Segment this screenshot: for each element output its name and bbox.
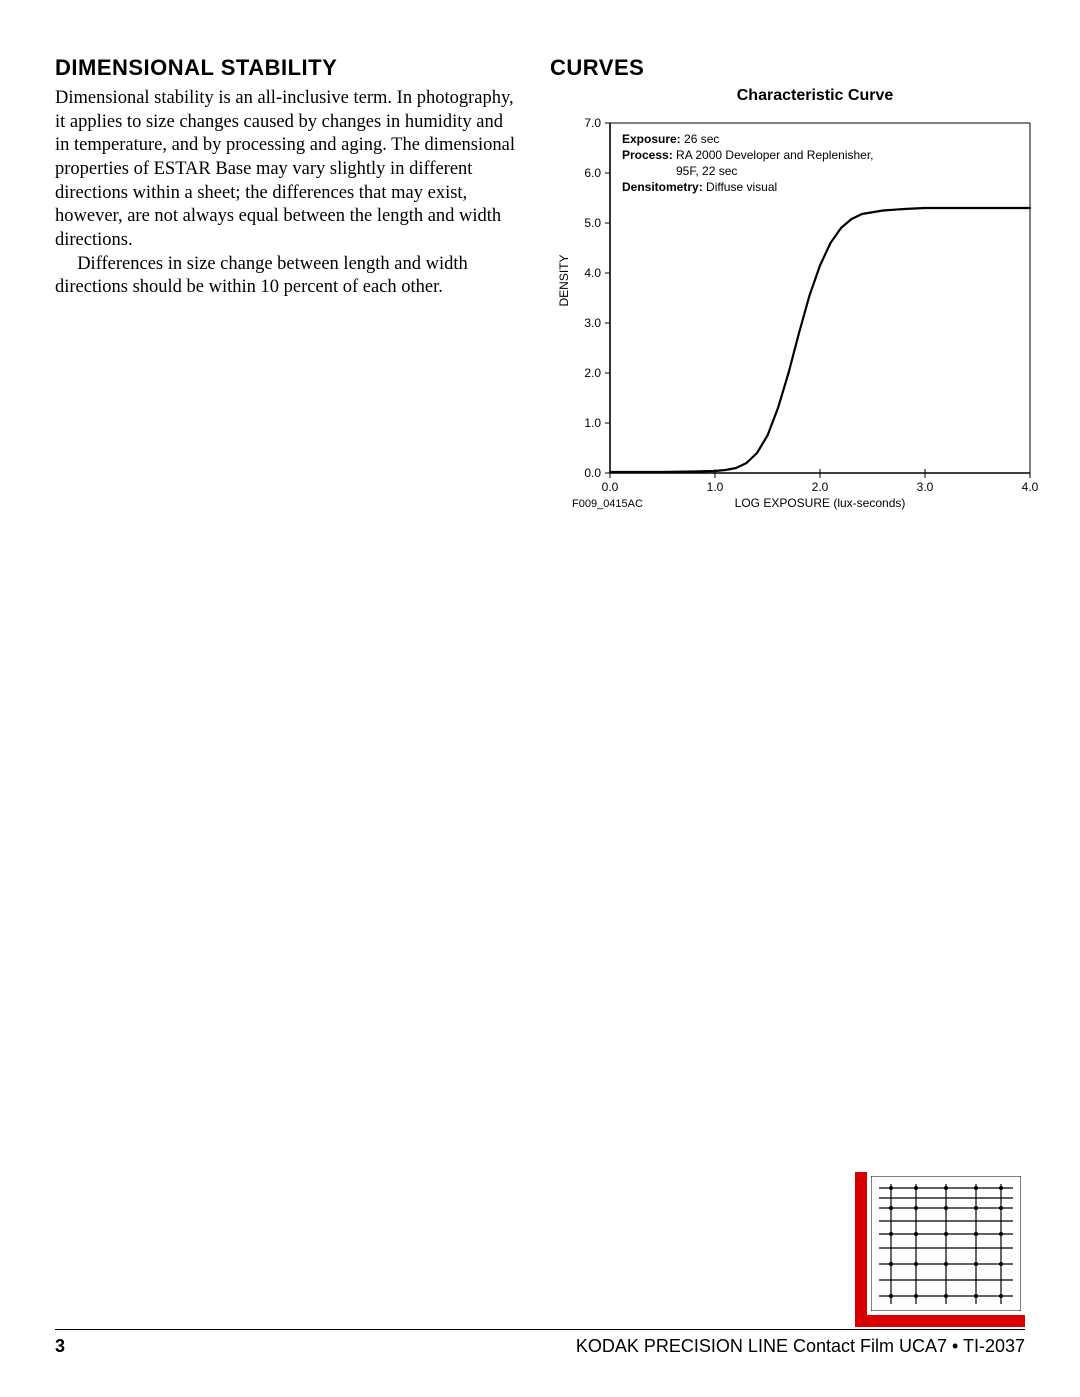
svg-text:0.0: 0.0 (602, 480, 619, 494)
dimensional-stability-heading: DIMENSIONAL STABILITY (55, 55, 520, 81)
two-column-layout: DIMENSIONAL STABILITY Dimensional stabil… (55, 55, 1025, 518)
page: DIMENSIONAL STABILITY Dimensional stabil… (0, 0, 1080, 1397)
page-number: 3 (55, 1336, 65, 1357)
svg-text:2.0: 2.0 (584, 366, 601, 380)
chart-title: Characteristic Curve (590, 87, 1040, 105)
svg-text:95F, 22 sec: 95F, 22 sec (676, 164, 737, 178)
svg-text:1.0: 1.0 (584, 416, 601, 430)
footer-doc-title: KODAK PRECISION LINE Contact Film UCA7 •… (576, 1336, 1025, 1357)
svg-text:DENSITY: DENSITY (557, 254, 571, 306)
svg-text:4.0: 4.0 (584, 266, 601, 280)
svg-text:Densitometry: Diffuse visual: Densitometry: Diffuse visual (622, 180, 777, 194)
left-column: DIMENSIONAL STABILITY Dimensional stabil… (55, 55, 520, 518)
kodak-decorative-graphic (855, 1172, 1025, 1327)
svg-text:7.0: 7.0 (584, 116, 601, 130)
footer-line: 3 KODAK PRECISION LINE Contact Film UCA7… (55, 1336, 1025, 1357)
chart-svg: 0.0 1.0 2.0 3.0 4.0 5.0 6.0 7.0 0.0 1.0 2.0 3.0 4.0 L… (550, 113, 1040, 513)
svg-text:3.0: 3.0 (917, 480, 934, 494)
svg-text:0.0: 0.0 (584, 466, 601, 480)
svg-text:5.0: 5.0 (584, 216, 601, 230)
red-bar-bottom (855, 1315, 1025, 1327)
right-column: CURVES Characteristic Curve 0.0 1.0 2.0 3.0… (550, 55, 1040, 518)
curves-heading: CURVES (550, 55, 1040, 81)
svg-text:6.0: 6.0 (584, 166, 601, 180)
svg-text:F009_0415AC: F009_0415AC (572, 498, 643, 510)
page-footer: 3 KODAK PRECISION LINE Contact Film UCA7… (55, 1329, 1025, 1357)
dimensional-stability-p2: Differences in size change between lengt… (55, 253, 520, 300)
svg-text:LOG EXPOSURE (lux-seconds): LOG EXPOSURE (lux-seconds) (735, 496, 906, 510)
dimensional-stability-body: Dimensional stability is an all-inclusiv… (55, 87, 520, 300)
circuit-pattern-icon (871, 1176, 1021, 1311)
svg-text:3.0: 3.0 (584, 316, 601, 330)
svg-text:4.0: 4.0 (1022, 480, 1039, 494)
characteristic-curve-chart: Characteristic Curve 0.0 1.0 2.0 3.0 4.0 5.0 6… (550, 87, 1040, 518)
svg-text:1.0: 1.0 (707, 480, 724, 494)
svg-text:Exposure: 26 sec: Exposure: 26 sec (622, 132, 719, 146)
svg-text:2.0: 2.0 (812, 480, 829, 494)
svg-text:Process: RA 2000 Developer and: Process: RA 2000 Developer and Replenish… (622, 148, 874, 162)
dimensional-stability-p1: Dimensional stability is an all-inclusiv… (55, 87, 520, 253)
red-bar-left (855, 1172, 867, 1327)
footer-rule (55, 1329, 1025, 1330)
